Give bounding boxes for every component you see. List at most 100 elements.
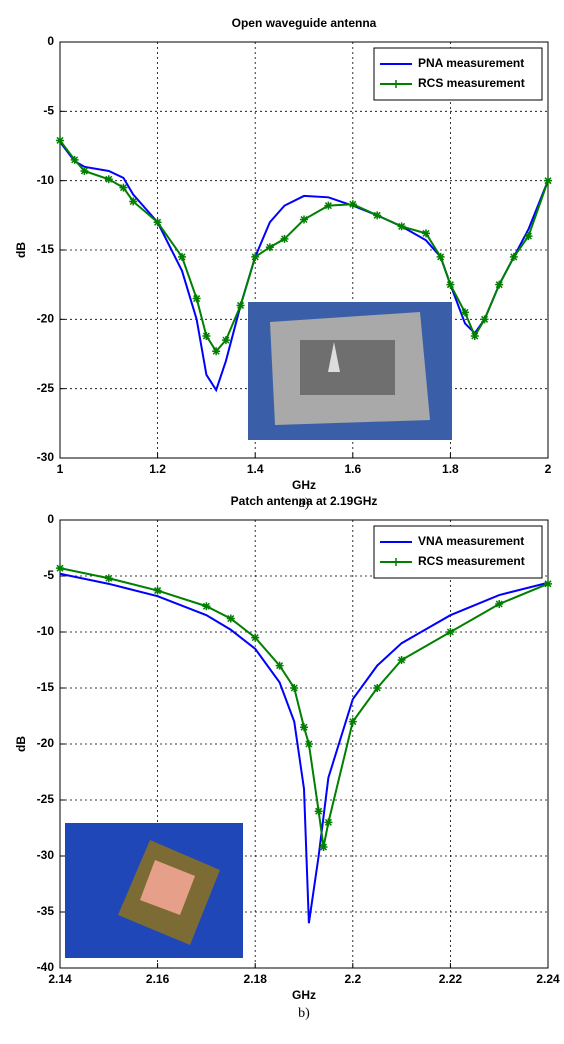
y-tick-label: -10 xyxy=(37,173,55,187)
point-marker xyxy=(275,661,284,670)
y-tick-label: -15 xyxy=(37,680,55,694)
point-marker xyxy=(212,347,221,356)
legend-label: RCS measurement xyxy=(418,76,525,90)
point-marker xyxy=(422,229,430,238)
axes-frame xyxy=(59,41,549,459)
point-marker xyxy=(319,843,328,852)
point-marker xyxy=(373,684,382,692)
point-marker xyxy=(470,331,479,340)
x-tick-label: 1.2 xyxy=(149,462,166,476)
caption: a) xyxy=(299,496,310,511)
x-tick-label: 1 xyxy=(57,462,64,476)
point-marker xyxy=(104,175,113,184)
point-marker xyxy=(202,602,211,611)
point-marker xyxy=(104,574,113,583)
y-tick-label: 0 xyxy=(47,34,54,48)
y-tick-label: -30 xyxy=(37,848,55,862)
inset-photo xyxy=(248,302,452,440)
point-marker xyxy=(436,252,445,261)
legend-label: RCS measurement xyxy=(418,554,525,568)
x-tick-label: 2.18 xyxy=(244,972,268,986)
x-axis-label: GHz xyxy=(292,988,316,1002)
point-marker xyxy=(314,807,323,816)
y-tick-label: -25 xyxy=(37,792,55,806)
point-marker xyxy=(480,315,489,324)
point-marker xyxy=(495,600,504,608)
point-marker xyxy=(202,331,211,340)
legend-marker xyxy=(392,558,400,566)
x-tick-label: 2.16 xyxy=(146,972,170,986)
y-tick-label: -25 xyxy=(37,381,55,395)
point-marker xyxy=(373,211,382,220)
legend-box xyxy=(373,525,543,579)
y-tick-label: 0 xyxy=(47,512,54,526)
point-marker xyxy=(56,136,64,145)
series-line xyxy=(59,572,549,924)
legend-label: PNA measurement xyxy=(418,56,524,70)
inset-photo xyxy=(65,823,243,958)
x-tick-label: 2.2 xyxy=(344,972,361,986)
axes-frame xyxy=(59,519,549,969)
point-marker xyxy=(461,308,470,317)
point-marker xyxy=(544,579,552,588)
legend-label: VNA measurement xyxy=(418,534,524,548)
chart-title: Open waveguide antenna xyxy=(232,16,377,30)
y-tick-label: -5 xyxy=(43,568,54,582)
x-tick-label: 2.22 xyxy=(439,972,463,986)
point-marker xyxy=(397,222,406,231)
y-axis-label: dB xyxy=(14,736,28,752)
point-marker xyxy=(251,633,260,642)
x-tick-label: 1.6 xyxy=(344,462,361,476)
point-marker xyxy=(324,818,333,827)
point-marker xyxy=(324,201,333,210)
y-tick-label: -5 xyxy=(43,104,54,118)
point-marker xyxy=(178,252,186,261)
point-marker xyxy=(446,280,455,289)
point-marker xyxy=(265,243,274,252)
x-tick-label: 2.24 xyxy=(536,972,560,986)
x-tick-label: 2.14 xyxy=(48,972,72,986)
y-tick-label: -35 xyxy=(37,904,55,918)
legend-marker xyxy=(392,80,400,88)
point-marker xyxy=(348,200,357,209)
point-marker xyxy=(56,564,64,573)
point-marker xyxy=(304,740,313,748)
point-marker xyxy=(280,234,289,243)
point-marker xyxy=(300,723,308,732)
y-tick-label: -20 xyxy=(37,312,55,326)
point-marker xyxy=(524,232,533,241)
point-marker xyxy=(446,628,455,636)
point-marker xyxy=(544,176,552,185)
y-tick-label: -40 xyxy=(37,960,55,974)
point-marker xyxy=(226,614,235,623)
y-tick-label: -20 xyxy=(37,736,55,750)
x-tick-label: 1.8 xyxy=(442,462,459,476)
y-tick-label: -30 xyxy=(37,450,55,464)
y-tick-label: -15 xyxy=(37,242,55,256)
x-axis-label: GHz xyxy=(292,478,316,492)
point-marker xyxy=(348,717,357,726)
point-marker xyxy=(80,166,89,175)
point-marker xyxy=(192,294,201,303)
point-marker xyxy=(300,215,308,224)
y-axis-label: dB xyxy=(14,242,28,258)
y-tick-label: -10 xyxy=(37,624,55,638)
x-tick-label: 2 xyxy=(545,462,552,476)
point-marker xyxy=(236,301,245,310)
point-marker xyxy=(509,252,518,261)
point-marker xyxy=(119,183,128,192)
point-marker xyxy=(495,280,504,289)
point-marker xyxy=(70,155,79,164)
point-marker xyxy=(290,684,299,692)
point-marker xyxy=(251,252,260,261)
legend-box xyxy=(373,47,543,101)
chart-title: Patch antenna at 2.19GHz xyxy=(231,494,378,508)
point-marker xyxy=(221,336,230,345)
point-marker xyxy=(153,218,162,227)
x-tick-label: 1.4 xyxy=(247,462,264,476)
point-marker xyxy=(129,197,138,206)
point-marker xyxy=(153,586,162,595)
caption: b) xyxy=(298,1006,310,1021)
point-marker xyxy=(397,656,406,664)
